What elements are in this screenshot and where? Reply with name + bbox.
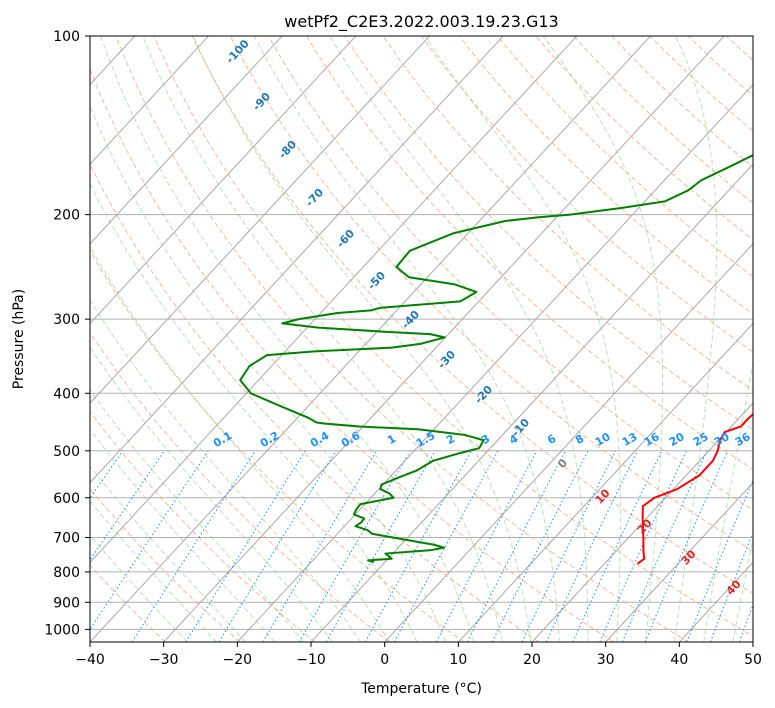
y-axis-label: Pressure (hPa) (11, 289, 27, 389)
mixing-ratio-line (686, 479, 753, 642)
isotherm-line (90, 36, 357, 325)
dry-adiabat-line (90, 68, 614, 642)
moist-adiabat-line (703, 359, 753, 642)
y-tick-label: 600 (53, 491, 80, 507)
dry-adiabat-line (611, 36, 753, 168)
dry-adiabat-line (344, 36, 753, 431)
mixing-ratio-line (325, 450, 436, 642)
dry-adiabat-line (90, 331, 390, 642)
x-axis-label: Temperature (°C) (360, 681, 482, 697)
moist-adiabat-line (142, 36, 503, 642)
sounding-series (239, 153, 753, 565)
dry-adiabat-line (90, 249, 465, 642)
dry-adiabat-line (535, 36, 753, 241)
dry-adiabat-lines (90, 36, 775, 642)
moist-adiabat-line (329, 36, 589, 642)
mixing-ratio-line (364, 450, 472, 642)
dry-adiabat-line (90, 488, 241, 642)
moist-adiabat-line (542, 36, 664, 642)
moist-adiabat-line (424, 36, 621, 642)
isotherm-line (0, 36, 61, 642)
mixing-ratio-line (599, 450, 687, 642)
moist-adiabat-line (100, 36, 475, 642)
dry-adiabat-line (420, 36, 753, 353)
moist-adiabat-line (90, 245, 390, 642)
dry-adiabat-line (191, 36, 753, 594)
x-tick-label: 40 (670, 652, 688, 668)
y-tick-label: 800 (53, 565, 80, 581)
moist-adiabat-line (90, 465, 247, 642)
chart-title: wetPf2_C2E3.2022.003.19.23.G13 (284, 12, 558, 32)
moist-adiabat-line (192, 36, 532, 642)
x-tick-label: −20 (223, 652, 253, 668)
mixing-ratio-line (545, 450, 639, 642)
isotherm-line (310, 163, 753, 642)
dry-adiabat-line (268, 36, 753, 511)
isotherm-line (458, 322, 753, 642)
moist-adiabat-line (90, 105, 446, 642)
y-tick-label: 700 (53, 531, 80, 547)
y-tick-label: 500 (53, 444, 80, 460)
mixing-ratio-line (644, 450, 729, 642)
isotherm-line (605, 482, 753, 642)
moist-adiabat-lines (90, 36, 753, 642)
isotherm-line (163, 36, 725, 642)
mixing-ratio-line (90, 450, 165, 561)
x-tick-label: −10 (296, 652, 326, 668)
isotherm-line (90, 36, 504, 484)
y-tick-label: 1000 (44, 622, 80, 638)
moist-adiabat-line (90, 299, 361, 642)
moist-adiabat-line (90, 182, 418, 642)
y-axis-ticks: 100 200 300 400 500 600 700 800 900 1000 (44, 29, 90, 638)
x-tick-label: −40 (75, 652, 105, 668)
dry-adiabat-line (115, 36, 689, 642)
dewpoint-line (239, 153, 753, 564)
mixing-ratio-line (393, 450, 499, 642)
mixing-ratio-line (131, 450, 256, 642)
moist-adiabat-line (90, 428, 275, 642)
isotherm-line (90, 36, 283, 245)
isotherm-line (90, 36, 209, 165)
isotherm-line (237, 83, 753, 642)
isotherm-line (752, 641, 753, 642)
isotherm-line (531, 402, 753, 642)
isotherm-line (384, 243, 753, 642)
mixing-ratio-line (572, 450, 663, 642)
dry-adiabat-line (765, 36, 775, 642)
y-tick-label: 100 (53, 29, 80, 45)
x-tick-label: 10 (449, 652, 467, 668)
y-tick-label: 900 (53, 595, 80, 611)
y-tick-label: 300 (53, 312, 80, 328)
x-tick-label: 20 (523, 652, 541, 668)
mixing-ratio-line (521, 450, 616, 642)
x-axis-ticks: −40 −30 −20 −10 0 10 20 30 40 50 (75, 642, 762, 668)
mixing-ratio-line (621, 450, 708, 642)
x-tick-label: −30 (149, 652, 179, 668)
moist-adiabat-line (90, 534, 188, 642)
temperature-line (636, 413, 753, 565)
moist-adiabat-line (674, 36, 718, 642)
mixing-ratio-line (262, 450, 378, 642)
moist-adiabat-line (732, 537, 753, 642)
moist-adiabat-line (90, 500, 217, 642)
dry-adiabat-line (90, 163, 540, 642)
plot-frame (89, 35, 754, 643)
mixing-ratio-line (298, 450, 411, 642)
dry-adiabat-line (306, 36, 753, 470)
dry-adiabat-line (153, 36, 753, 637)
isotherm-line (90, 36, 578, 564)
mixing-ratio-line (185, 450, 306, 642)
mixing-ratio-lines (90, 450, 753, 642)
mixing-ratio-line (218, 450, 337, 642)
dry-adiabat-line (458, 36, 753, 315)
x-tick-label: 30 (597, 652, 615, 668)
x-tick-label: 0 (380, 652, 389, 668)
dry-adiabat-line (382, 36, 753, 391)
y-tick-label: 400 (53, 386, 80, 402)
y-tick-label: 200 (53, 208, 80, 224)
moist-adiabat-line (90, 346, 333, 642)
x-tick-label: 50 (744, 652, 762, 668)
